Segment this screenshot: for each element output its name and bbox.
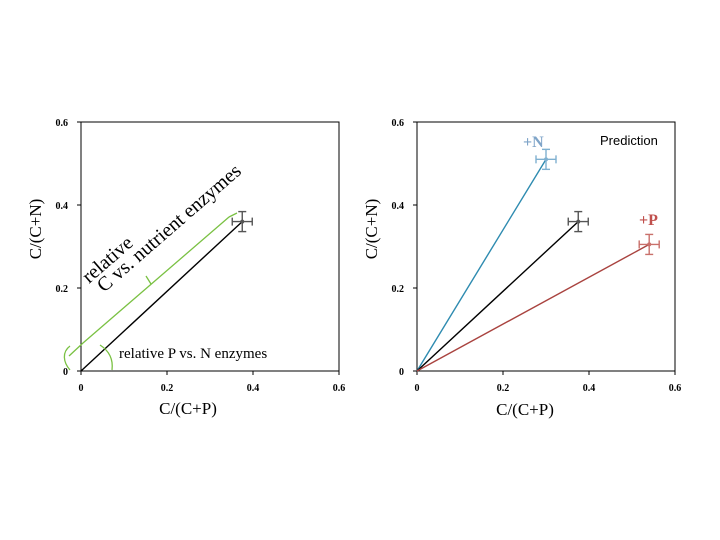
right-y-axis-title: C/(C+N) [362, 199, 381, 260]
y-tick-label: 0.2 [392, 284, 405, 295]
left-x-ticks: 0 0.2 0.4 0.6 [79, 371, 346, 394]
right-chart: 0 0.2 0.4 0.6 0 0.2 0.4 0.6 +N +P Prediction C… [362, 118, 681, 419]
left-series [80, 210, 253, 372]
right-plot-frame [416, 121, 676, 372]
series-line-reference [80, 221, 243, 372]
angle-label: relative P vs. N enzymes [119, 346, 267, 362]
left-x-axis-title: C/(C+P) [159, 399, 217, 418]
left-y-ticks: 0 0.2 0.4 0.6 [56, 118, 81, 378]
x-tick-label: 0.4 [247, 383, 260, 394]
x-tick-label: 0.2 [497, 383, 510, 394]
right-x-ticks: 0 0.2 0.4 0.6 [415, 371, 682, 394]
y-tick-label: 0.4 [56, 201, 69, 212]
point-marker [647, 242, 652, 247]
y-tick-label: 0.4 [392, 201, 405, 212]
angle-arc [63, 344, 113, 371]
right-y-ticks: 0 0.2 0.4 0.6 [392, 118, 417, 378]
x-tick-label: 0.6 [333, 383, 346, 394]
p-label: +P [639, 212, 658, 229]
n-label: +N [523, 134, 544, 151]
y-tick-label: 0.6 [56, 118, 69, 129]
y-tick-label: 0 [63, 367, 68, 378]
left-y-axis-title: C/(C+N) [26, 199, 45, 260]
y-tick-label: 0.6 [392, 118, 405, 129]
data-point-+N [535, 148, 557, 171]
y-tick-label: 0.2 [56, 284, 69, 295]
data-point-+P [638, 233, 660, 256]
left-plot-frame [80, 121, 340, 372]
x-tick-label: 0.6 [669, 383, 682, 394]
right-series [416, 148, 660, 372]
x-tick-label: 0 [415, 383, 420, 394]
x-tick-label: 0 [79, 383, 84, 394]
point-marker [544, 157, 548, 162]
point-marker [240, 219, 245, 224]
left-chart: 0 0.2 0.4 0.6 00.20.40.6 relative C vs. nut… [26, 118, 345, 418]
series-line-+P [416, 243, 650, 372]
series-line-+N [416, 158, 547, 372]
point-marker [576, 219, 581, 224]
prediction-title: Prediction [600, 133, 658, 148]
x-tick-label: 0.4 [583, 383, 596, 394]
vector-label-line2: C vs. nutrient enzymes [93, 160, 246, 297]
data-point-reference [231, 210, 253, 233]
x-tick-label: 0.2 [161, 383, 174, 394]
vector-length-bracket [68, 212, 238, 357]
series-line-baseline [416, 221, 579, 372]
data-point-baseline [567, 210, 589, 233]
right-x-axis-title: C/(C+P) [496, 400, 554, 419]
y-tick-label: 0 [399, 367, 404, 378]
